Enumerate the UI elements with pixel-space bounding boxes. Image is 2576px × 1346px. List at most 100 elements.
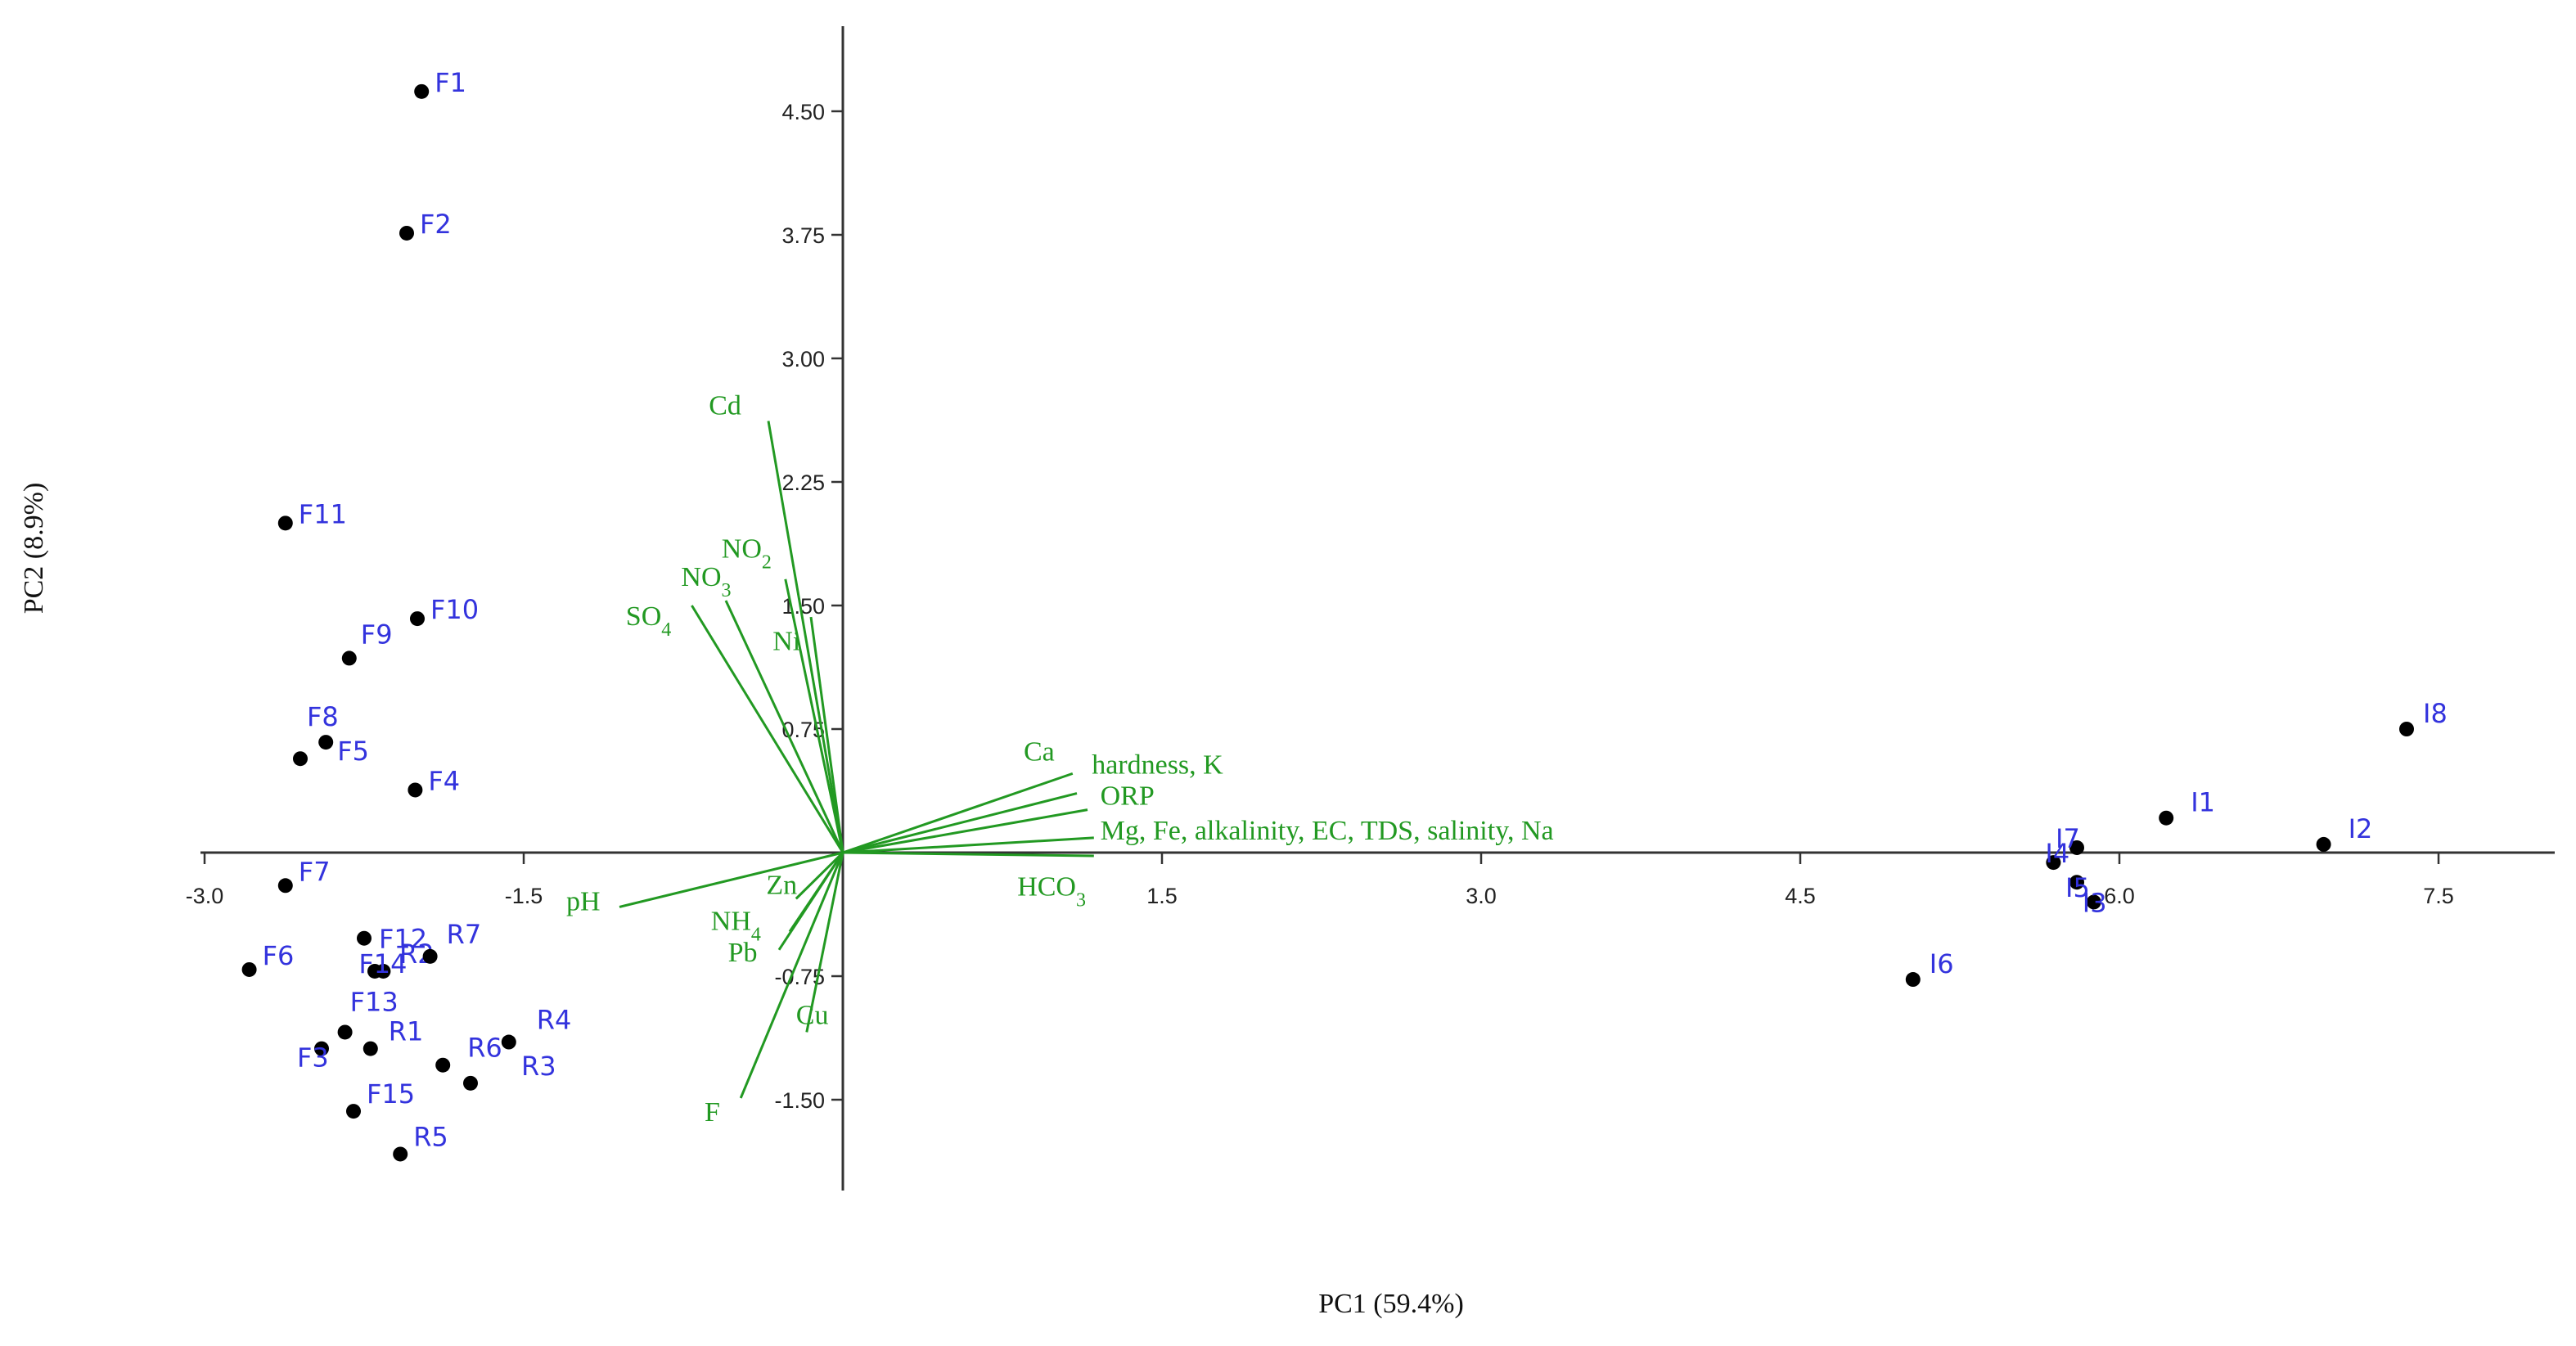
loading-line-no2 — [784, 578, 844, 853]
loading-label-no3: NO3 — [681, 562, 731, 601]
y-tick-label: 4.50 — [781, 100, 825, 124]
score-point-i4 — [2046, 855, 2061, 871]
x-tick-label: -3.0 — [186, 884, 224, 908]
loading-line-no3 — [724, 600, 844, 853]
score-label-f11: F11 — [299, 498, 347, 529]
y-axis-title: PC2 (8.9%) — [19, 483, 49, 614]
score-label-f6: F6 — [263, 940, 295, 971]
x-axis-title: PC1 (59.4%) — [1318, 1289, 1464, 1319]
score-label-f8: F8 — [307, 701, 339, 732]
score-point-f12 — [357, 930, 372, 946]
score-label-i3: I3 — [2083, 887, 2107, 918]
score-point-f15 — [346, 1104, 361, 1119]
score-label-i4: I4 — [2045, 838, 2069, 869]
loading-line-hco3 — [842, 851, 1094, 858]
loading-label-ca: Ca — [1024, 736, 1055, 767]
score-point-f11 — [277, 515, 293, 531]
loading-label-cu: Cu — [796, 1000, 829, 1030]
x-tick-label: 7.5 — [2423, 884, 2454, 908]
loading-label-so4: SO4 — [626, 601, 671, 641]
y-tick-label: 3.00 — [781, 347, 825, 371]
loading-line-so4 — [691, 605, 844, 853]
score-label-i5: I5 — [2065, 872, 2090, 903]
score-point-r3 — [463, 1075, 478, 1091]
loading-label-ni: Ni — [772, 626, 800, 656]
score-point-r4 — [501, 1034, 516, 1050]
score-point-i3 — [2086, 894, 2101, 910]
score-label-i2: I2 — [2349, 813, 2373, 844]
score-point-f7 — [277, 878, 293, 894]
score-label-f13: F13 — [350, 986, 399, 1017]
loading-label-zn: Zn — [766, 870, 797, 900]
score-label-i8: I8 — [2423, 698, 2448, 729]
loading-line-zn — [795, 851, 844, 900]
score-label-f5: F5 — [337, 736, 369, 767]
score-point-i8 — [2399, 722, 2414, 736]
x-tick-label: 1.5 — [1146, 884, 1178, 908]
score-point-f5 — [318, 735, 334, 750]
score-point-f9 — [341, 650, 357, 666]
score-point-f10 — [410, 611, 425, 627]
score-label-f10: F10 — [430, 594, 479, 625]
score-point-f1 — [414, 83, 430, 99]
loading-line-f — [739, 852, 844, 1099]
loading-label-f: F — [705, 1097, 720, 1128]
loading-line-orp — [842, 808, 1088, 854]
score-label-r6: R6 — [467, 1033, 502, 1064]
y-tick-label: 3.75 — [781, 223, 825, 248]
score-label-r4: R4 — [537, 1005, 572, 1036]
x-tick-label: 6.0 — [2104, 884, 2135, 908]
x-tick-label: 4.5 — [1785, 884, 1816, 908]
score-label-f15: F15 — [367, 1078, 415, 1110]
score-label-f2: F2 — [420, 209, 452, 240]
score-point-f3 — [314, 1041, 329, 1056]
y-tick-label: -1.50 — [774, 1088, 825, 1113]
loading-label-ph: pH — [566, 886, 601, 916]
loading-line-ni — [809, 616, 844, 853]
loading-label-hco3: HCO3 — [1017, 871, 1086, 911]
loading-line-cu — [805, 852, 844, 1033]
score-label-r1: R1 — [389, 1016, 424, 1047]
score-label-f4: F4 — [428, 765, 460, 796]
x-tick-label: -1.5 — [505, 884, 543, 908]
score-point-f2 — [399, 225, 414, 241]
score-label-i6: I6 — [1930, 948, 1954, 979]
score-label-r7: R7 — [447, 919, 482, 950]
score-label-f7: F7 — [299, 856, 331, 887]
score-label-f1: F1 — [435, 67, 466, 98]
score-label-f12: F12 — [379, 924, 427, 955]
score-point-i1 — [2159, 810, 2174, 826]
loading-line-hardness-k — [842, 792, 1078, 854]
score-label-f3: F3 — [297, 1042, 329, 1074]
loading-label-orp: ORP — [1101, 781, 1155, 812]
loading-label-hardness-k: hardness, K — [1092, 750, 1223, 780]
loading-label-cd: Cd — [709, 390, 741, 421]
score-label-f9: F9 — [361, 619, 393, 650]
score-label-r5: R5 — [413, 1121, 448, 1152]
score-point-r1 — [363, 1041, 378, 1056]
y-tick-label: 2.25 — [781, 470, 825, 495]
score-point-f4 — [408, 782, 423, 798]
score-point-i6 — [1905, 972, 1921, 988]
score-point-f8 — [293, 751, 308, 767]
loading-label-pb: Pb — [728, 938, 758, 968]
score-point-f6 — [241, 961, 257, 977]
score-point-f13 — [337, 1024, 353, 1040]
score-label-i1: I1 — [2191, 787, 2215, 818]
score-point-r5 — [393, 1146, 408, 1162]
score-label-f14: F14 — [358, 948, 407, 979]
loading-line-cd — [767, 421, 844, 853]
axes: -3.0 -1.5 1.5 3.0 4.5 6.0 7.54.503.753.002.251… — [186, 26, 2555, 1191]
loading-label-nh4: NH4 — [711, 907, 761, 946]
loading-line-mg-fe-alkalinity-ec-tds-salinity-na — [842, 836, 1094, 854]
loading-label-mg-fe-alkalinity-ec-tds-salinity-na: Mg, Fe, alkalinity, EC, TDS, salinity, N… — [1101, 816, 1554, 846]
score-point-r6 — [435, 1057, 451, 1073]
loading-line-pb — [777, 852, 844, 951]
score-point-i5 — [2069, 875, 2084, 890]
score-point-i2 — [2316, 836, 2331, 852]
loading-line-ph — [619, 851, 844, 908]
score-label-i7: I7 — [2056, 823, 2080, 854]
